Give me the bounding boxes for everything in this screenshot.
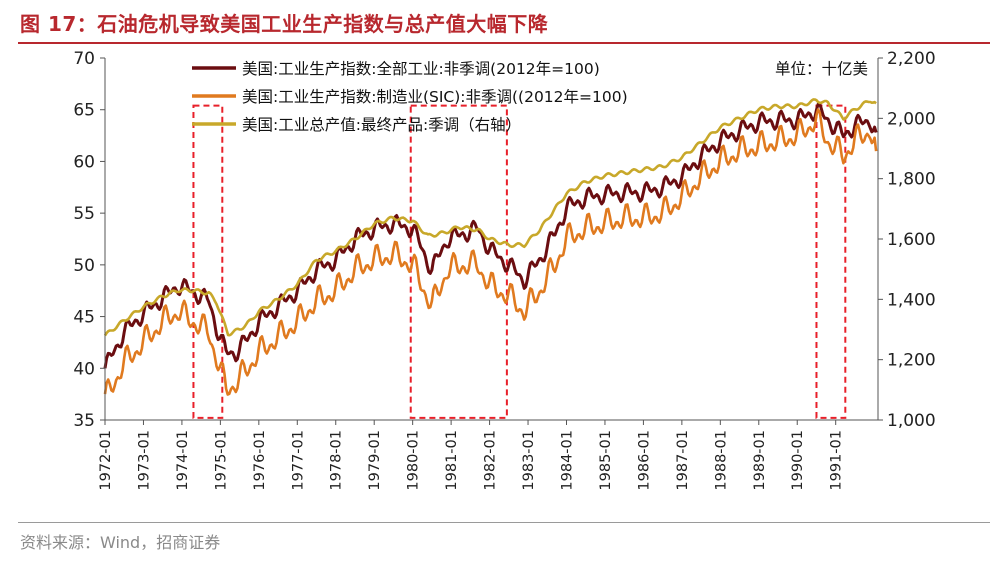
x-tick-label: 1975-01 xyxy=(213,430,229,491)
y-left-tick-label: 35 xyxy=(73,411,95,431)
y-right-tick-label: 1,600 xyxy=(887,230,936,250)
source-note: 资料来源：Wind，招商证券 xyxy=(20,533,221,552)
legend-label-2: 美国:工业生产指数:制造业(SIC):非季调((2012年=100) xyxy=(242,88,628,106)
legend: 美国:工业生产指数:全部工业:非季调(2012年=100) 美国:工业生产指数:制… xyxy=(192,60,868,134)
y-left-tick-label: 40 xyxy=(73,359,95,379)
x-tick-label: 1982-01 xyxy=(483,430,499,491)
unit-note: 单位：十亿美 xyxy=(775,60,868,78)
x-tick-label: 1985-01 xyxy=(598,430,614,491)
x-tick-label: 1991-01 xyxy=(829,430,845,491)
x-tick-label: 1973-01 xyxy=(136,430,152,491)
y-left-tick-label: 60 xyxy=(73,152,95,172)
figure-title: 图 17：石油危机导致美国工业生产指数与总产值大幅下降 xyxy=(20,12,549,36)
x-tick-label: 1990-01 xyxy=(790,430,806,491)
series-line-3 xyxy=(103,98,877,337)
y-left-tick-label: 55 xyxy=(73,204,95,224)
recession-box-2 xyxy=(409,104,508,419)
x-tick-label: 1980-01 xyxy=(406,430,422,491)
x-tick-label: 1987-01 xyxy=(675,430,691,491)
series-lines-group xyxy=(103,98,878,396)
recession-box-1 xyxy=(192,104,224,419)
y-right-tick-label: 1,000 xyxy=(887,411,936,431)
legend-label-1: 美国:工业生产指数:全部工业:非季调(2012年=100) xyxy=(242,60,600,78)
title-divider xyxy=(18,42,990,44)
series-line-1 xyxy=(103,102,878,369)
x-tick-label: 1976-01 xyxy=(252,430,268,491)
y-right-tick-label: 2,000 xyxy=(887,109,936,129)
y-left-tick-label: 70 xyxy=(73,49,95,69)
recession-shading-group xyxy=(192,104,847,419)
y-left-tick-label: 45 xyxy=(73,308,95,328)
y-right-tick-label: 1,800 xyxy=(887,170,936,190)
y-left-tick-label: 65 xyxy=(73,101,95,121)
x-tick-label: 1979-01 xyxy=(367,430,383,491)
x-tick-label: 1989-01 xyxy=(752,430,768,491)
line-chart: 35 40 45 50 55 60 65 70 1,000 1,200 1,400 1,600 1,80… xyxy=(73,49,935,491)
legend-label-3: 美国:工业总产值:最终产品:季调（右轴） xyxy=(242,116,521,134)
x-tick-label: 1974-01 xyxy=(175,430,191,491)
x-tick-label: 1977-01 xyxy=(290,430,306,491)
y-right-tick-label: 1,200 xyxy=(887,351,936,371)
x-tick-label: 1981-01 xyxy=(444,430,460,491)
x-tick-label: 1986-01 xyxy=(636,430,652,491)
y-right-tick-label: 1,400 xyxy=(887,290,936,310)
y-left-tick-label: 50 xyxy=(73,256,95,276)
x-tick-label: 1978-01 xyxy=(329,430,345,491)
x-tick-label: 1988-01 xyxy=(713,430,729,491)
x-tick-label: 1984-01 xyxy=(559,430,575,491)
series-line-2 xyxy=(103,108,878,396)
source-divider xyxy=(18,522,990,523)
y-right-tick-label: 2,200 xyxy=(887,49,936,69)
x-tick-label: 1983-01 xyxy=(521,430,537,491)
axes-group: 35 40 45 50 55 60 65 70 1,000 1,200 1,400 1,600 1,80… xyxy=(73,49,935,491)
x-tick-label: 1972-01 xyxy=(98,430,114,491)
